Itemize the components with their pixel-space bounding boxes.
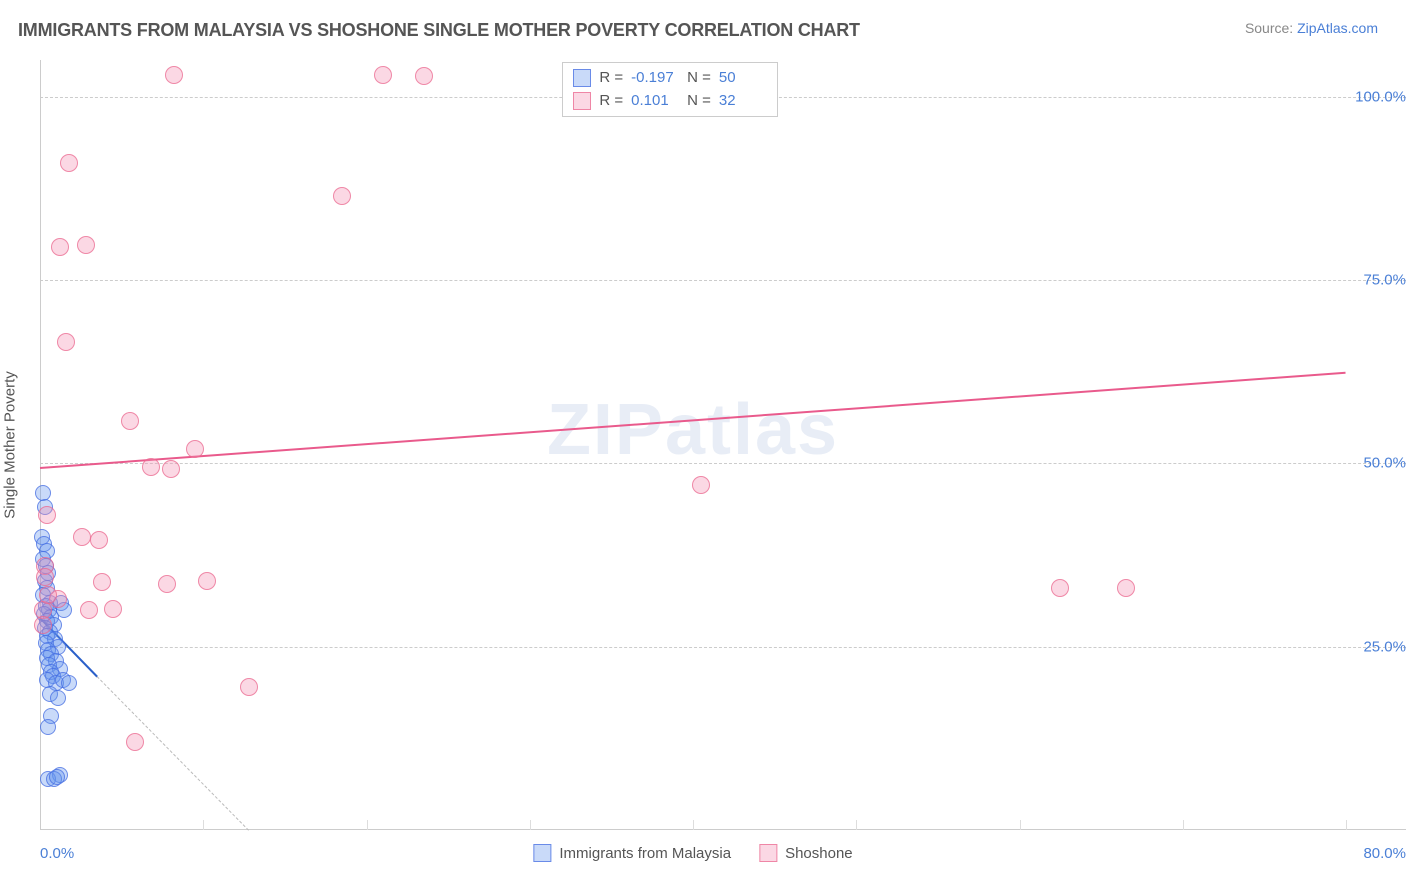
- legend-label: Immigrants from Malaysia: [559, 845, 731, 862]
- r-label: R =: [599, 90, 623, 113]
- legend-label: Shoshone: [785, 845, 853, 862]
- data-point: [374, 66, 392, 84]
- data-point: [50, 690, 66, 706]
- y-tick-label: 25.0%: [1363, 638, 1406, 655]
- r-value: -0.197: [631, 67, 679, 90]
- legend: Immigrants from Malaysia Shoshone: [533, 844, 852, 862]
- data-point: [38, 506, 56, 524]
- chart-area: Single Mother Poverty ZIPatlas 25.0%50.0…: [40, 60, 1346, 830]
- n-value: 32: [719, 90, 767, 113]
- data-point: [333, 187, 351, 205]
- data-point: [90, 531, 108, 549]
- grid-line: [40, 463, 1406, 464]
- data-point: [415, 67, 433, 85]
- y-tick-label: 100.0%: [1355, 88, 1406, 105]
- y-tick-label: 50.0%: [1363, 455, 1406, 472]
- data-point: [35, 485, 51, 501]
- grid-line: [40, 647, 1406, 648]
- data-point: [126, 733, 144, 751]
- data-point: [34, 616, 52, 634]
- x-tick: [530, 820, 531, 830]
- x-axis-line: [40, 829, 1406, 830]
- scatter-plot: 25.0%50.0%75.0%100.0%0.0%80.0%: [40, 60, 1346, 830]
- chart-title: IMMIGRANTS FROM MALAYSIA VS SHOSHONE SIN…: [18, 20, 860, 41]
- data-point: [57, 333, 75, 351]
- x-tick: [856, 820, 857, 830]
- data-point: [186, 440, 204, 458]
- data-point: [77, 236, 95, 254]
- data-point: [142, 458, 160, 476]
- x-tick: [203, 820, 204, 830]
- trend-line-extension: [97, 676, 250, 831]
- data-point: [80, 601, 98, 619]
- source-label: Source:: [1245, 20, 1297, 36]
- data-point: [1051, 579, 1069, 597]
- y-tick-label: 75.0%: [1363, 272, 1406, 289]
- x-tick-label: 80.0%: [1363, 845, 1406, 862]
- data-point: [121, 412, 139, 430]
- y-axis-line: [40, 60, 41, 830]
- legend-swatch: [759, 844, 777, 862]
- data-point: [162, 460, 180, 478]
- data-point: [40, 719, 56, 735]
- data-point: [60, 154, 78, 172]
- legend-swatch: [573, 92, 591, 110]
- data-point: [93, 573, 111, 591]
- x-tick: [1183, 820, 1184, 830]
- grid-line: [40, 280, 1406, 281]
- data-point: [61, 675, 77, 691]
- data-point: [165, 66, 183, 84]
- n-label: N =: [687, 67, 711, 90]
- data-point: [1117, 579, 1135, 597]
- x-tick: [367, 820, 368, 830]
- data-point: [73, 528, 91, 546]
- y-axis-label: Single Mother Poverty: [2, 371, 19, 519]
- data-point: [39, 586, 57, 604]
- x-tick-label: 0.0%: [40, 845, 74, 862]
- stats-box: R = -0.197 N = 50 R = 0.101 N = 32: [562, 62, 778, 117]
- source-attribution: Source: ZipAtlas.com: [1245, 20, 1378, 36]
- legend-swatch: [573, 69, 591, 87]
- stats-row: R = 0.101 N = 32: [573, 90, 767, 113]
- r-label: R =: [599, 67, 623, 90]
- x-tick: [693, 820, 694, 830]
- trend-line: [40, 372, 1346, 469]
- legend-item: Shoshone: [759, 844, 853, 862]
- data-point: [198, 572, 216, 590]
- data-point: [36, 568, 54, 586]
- legend-swatch: [533, 844, 551, 862]
- data-point: [692, 476, 710, 494]
- n-value: 50: [719, 67, 767, 90]
- x-tick: [1346, 820, 1347, 830]
- data-point: [240, 678, 258, 696]
- source-link[interactable]: ZipAtlas.com: [1297, 20, 1378, 36]
- legend-item: Immigrants from Malaysia: [533, 844, 731, 862]
- stats-row: R = -0.197 N = 50: [573, 67, 767, 90]
- data-point: [51, 238, 69, 256]
- data-point: [104, 600, 122, 618]
- n-label: N =: [687, 90, 711, 113]
- data-point: [49, 769, 65, 785]
- data-point: [158, 575, 176, 593]
- x-tick: [1020, 820, 1021, 830]
- r-value: 0.101: [631, 90, 679, 113]
